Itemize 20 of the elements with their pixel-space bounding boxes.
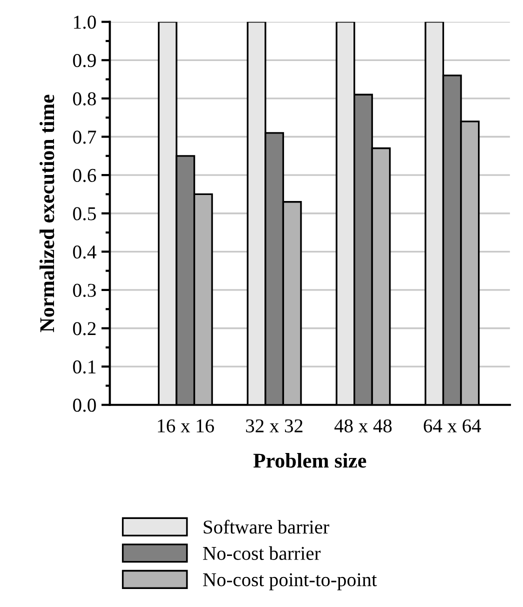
y-tick-label: 0.9 bbox=[73, 54, 96, 68]
y-tick-label: 0.3 bbox=[73, 284, 96, 297]
y-tick-label: 1.0 bbox=[74, 16, 96, 29]
legend-label: Software barrier bbox=[204, 520, 330, 534]
x-tick-label: 32 x 32 bbox=[246, 419, 302, 432]
y-tick-label: 0.8 bbox=[73, 92, 96, 106]
y-tick-label: 0.7 bbox=[73, 130, 96, 144]
x-tick-label: 64 x 64 bbox=[424, 419, 481, 432]
y-tick-label: 0.4 bbox=[73, 245, 96, 259]
x-tick-label: 16 x 16 bbox=[158, 419, 214, 432]
legend-label: No-cost point-to-point bbox=[203, 573, 377, 590]
y-tick-label: 0.2 bbox=[73, 322, 96, 336]
y-axis-title: Normalized execution time bbox=[40, 94, 54, 332]
y-tick-label: 0.5 bbox=[73, 207, 96, 220]
legend-label: No-cost barrier bbox=[203, 546, 321, 560]
x-tick-label: 48 x 48 bbox=[334, 419, 392, 432]
y-tick-label: 0.1 bbox=[73, 360, 96, 374]
x-axis-title: Problem size bbox=[253, 453, 366, 468]
y-tick-label: 0.6 bbox=[73, 168, 96, 182]
y-tick-label: 0.0 bbox=[73, 398, 96, 412]
